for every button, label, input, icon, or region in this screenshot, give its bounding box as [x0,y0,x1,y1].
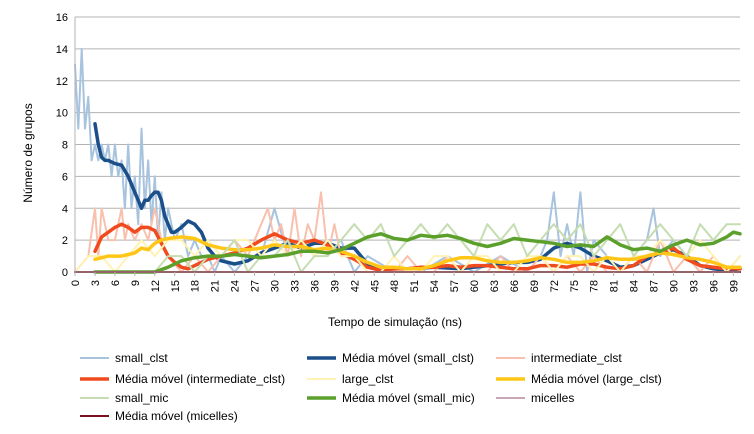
x-tick-label: 6 [110,280,122,286]
x-tick-label: 36 [309,280,321,292]
x-tick-label: 24 [230,280,242,292]
legend-label-4: large_clst [342,372,394,386]
x-tick-label: 69 [529,280,541,292]
x-tick-label: 45 [369,280,381,292]
legend-label-3: Média móvel (intermediate_clst) [115,372,285,386]
x-tick-label: 33 [289,280,301,292]
x-tick-label: 96 [708,280,720,292]
y-tick-label: 4 [62,203,68,215]
legend-label-1: Média móvel (small_clst) [342,351,474,365]
y-tick-label: 16 [56,12,68,24]
legend-label-2: intermediate_clst [531,351,622,365]
x-tick-label: 39 [329,280,341,292]
x-tick-label: 87 [649,280,661,292]
axes [74,17,740,273]
x-tick-label: 30 [270,280,282,292]
legend-label-8: micelles [531,391,574,405]
x-tick-labels: 0 3 6 9 12 15 18 21 24 27 30 33 36 39 42 45 48 51 54 57 60 63… [70,272,740,292]
x-tick-label: 99 [728,280,740,292]
legend-label-9: Média móvel (micelles) [115,409,238,423]
x-tick-label: 51 [409,280,421,292]
x-tick-label: 63 [489,280,501,292]
legend-label-5: Média móvel (large_clst) [531,372,662,386]
x-tick-label: 93 [688,280,700,292]
x-tick-label: 84 [629,280,641,292]
x-tick-label: 27 [250,280,262,292]
x-tick-label: 18 [190,280,202,292]
legend-label-6: small_mic [115,391,168,405]
y-tick-label: 12 [56,76,68,88]
x-tick-label: 21 [210,280,222,292]
x-tick-label: 75 [569,280,581,292]
series-line-7 [93,230,742,274]
x-tick-label: 48 [389,280,401,292]
x-tick-label: 42 [349,280,361,292]
x-tick-label: 0 [70,280,82,286]
y-tick-label: 10 [56,108,68,120]
legend: small_clst Média móvel (small_clst) interm… [80,351,662,423]
y-tick-labels: 0 2 4 6 8 10 12 14 16 [56,12,68,279]
x-tick-label: 3 [90,280,102,286]
series-line-3 [93,222,742,273]
y-axis-title: Número de grupos [21,103,35,202]
x-tick-label: 54 [429,280,441,292]
series-line-5 [93,235,742,271]
x-tick-label: 15 [170,280,182,292]
x-tick-label: 66 [509,280,521,292]
x-tick-label: 57 [449,280,461,292]
grid [75,16,740,241]
legend-label-7: Média móvel (small_mic) [342,391,475,405]
x-tick-label: 81 [609,280,621,292]
x-tick-label: 9 [130,280,142,286]
x-tick-label: 78 [589,280,601,292]
x-tick-label: 12 [150,280,162,292]
y-tick-label: 6 [62,171,68,183]
x-tick-label: 90 [669,280,681,292]
y-tick-label: 8 [62,140,68,152]
x-axis-title: Tempo de simulação (ns) [328,315,462,329]
y-tick-label: 0 [62,267,68,279]
legend-label-0: small_clst [115,351,168,365]
y-tick-label: 14 [56,44,68,56]
x-tick-label: 60 [469,280,481,292]
series-layer [74,47,742,274]
y-tick-label: 2 [62,235,68,247]
x-tick-label: 72 [549,280,561,292]
